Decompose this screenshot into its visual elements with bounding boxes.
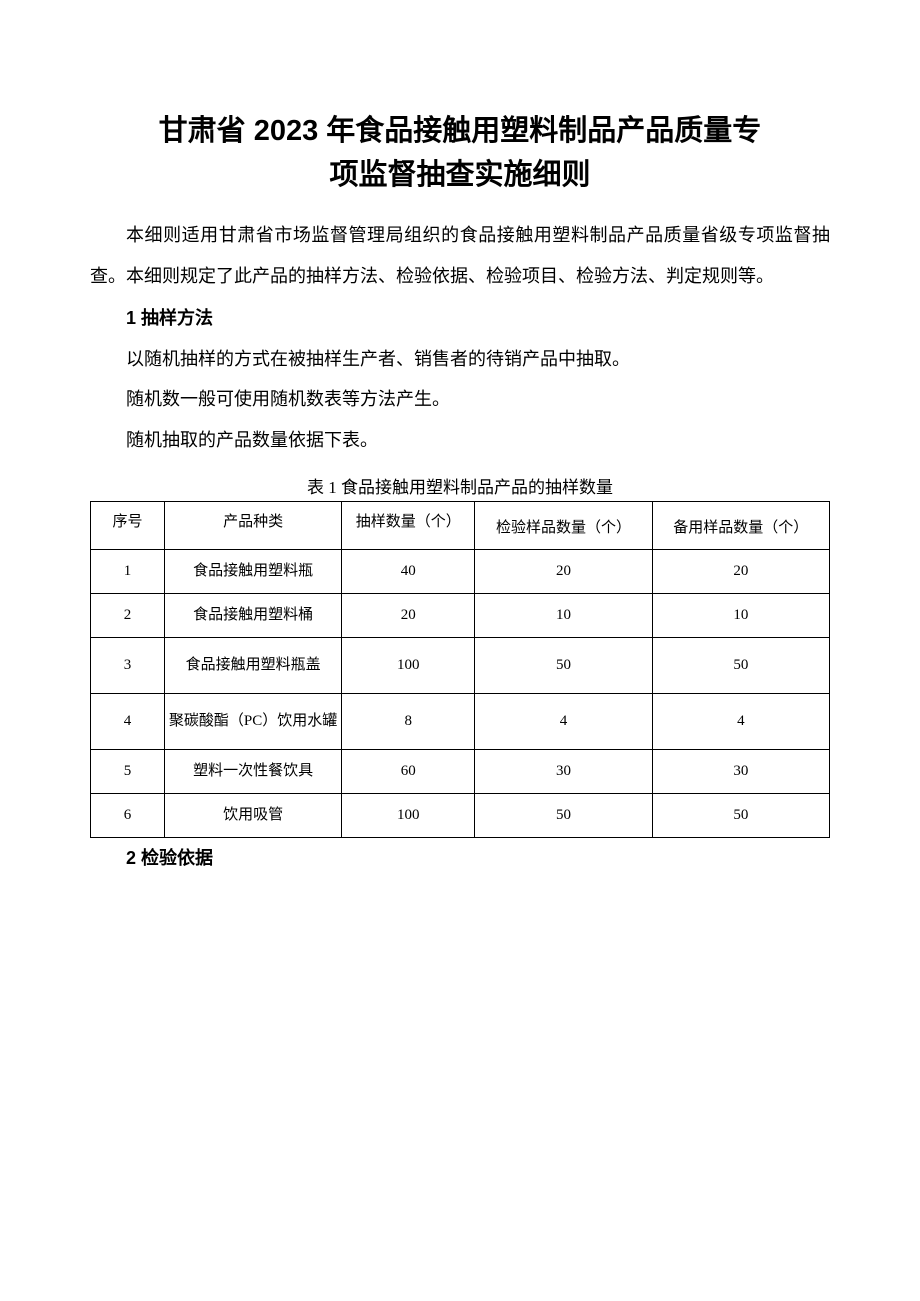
cell-spare-qty: 50 bbox=[652, 638, 829, 694]
cell-seq: 4 bbox=[91, 694, 165, 750]
cell-sample-qty: 8 bbox=[342, 694, 475, 750]
cell-test-qty: 20 bbox=[475, 550, 652, 594]
cell-sample-qty: 100 bbox=[342, 638, 475, 694]
col-header-5: 备用样品数量（个） bbox=[652, 502, 829, 550]
section-1-line-3: 随机抽取的产品数量依据下表。 bbox=[90, 420, 830, 461]
cell-test-qty: 50 bbox=[475, 794, 652, 838]
cell-product: 塑料一次性餐饮具 bbox=[164, 750, 341, 794]
title-line-1: 甘肃省 2023 年食品接触用塑料制品产品质量专 bbox=[90, 110, 830, 154]
cell-spare-qty: 10 bbox=[652, 594, 829, 638]
intro-paragraph: 本细则适用甘肃省市场监督管理局组织的食品接触用塑料制品产品质量省级专项监督抽查。… bbox=[90, 215, 830, 296]
cell-product: 食品接触用塑料桶 bbox=[164, 594, 341, 638]
cell-spare-qty: 4 bbox=[652, 694, 829, 750]
cell-product: 聚碳酸酯（PC）饮用水罐 bbox=[164, 694, 341, 750]
cell-spare-qty: 20 bbox=[652, 550, 829, 594]
cell-sample-qty: 40 bbox=[342, 550, 475, 594]
cell-product: 食品接触用塑料瓶盖 bbox=[164, 638, 341, 694]
col-header-4: 检验样品数量（个） bbox=[475, 502, 652, 550]
cell-sample-qty: 20 bbox=[342, 594, 475, 638]
table-row: 5 塑料一次性餐饮具 60 30 30 bbox=[91, 750, 830, 794]
cell-seq: 2 bbox=[91, 594, 165, 638]
cell-product: 饮用吸管 bbox=[164, 794, 341, 838]
cell-test-qty: 4 bbox=[475, 694, 652, 750]
cell-seq: 5 bbox=[91, 750, 165, 794]
cell-seq: 1 bbox=[91, 550, 165, 594]
cell-sample-qty: 60 bbox=[342, 750, 475, 794]
section-1-heading: 1 抽样方法 bbox=[90, 298, 830, 339]
cell-seq: 3 bbox=[91, 638, 165, 694]
cell-test-qty: 30 bbox=[475, 750, 652, 794]
cell-test-qty: 10 bbox=[475, 594, 652, 638]
page-title: 甘肃省 2023 年食品接触用塑料制品产品质量专 项监督抽查实施细则 bbox=[90, 110, 830, 197]
cell-spare-qty: 30 bbox=[652, 750, 829, 794]
table-1-caption: 表 1 食品接触用塑料制品产品的抽样数量 bbox=[90, 474, 830, 501]
section-1-line-2: 随机数一般可使用随机数表等方法产生。 bbox=[90, 379, 830, 420]
table-row: 1 食品接触用塑料瓶 40 20 20 bbox=[91, 550, 830, 594]
cell-seq: 6 bbox=[91, 794, 165, 838]
table-row: 2 食品接触用塑料桶 20 10 10 bbox=[91, 594, 830, 638]
cell-spare-qty: 50 bbox=[652, 794, 829, 838]
section-2-heading: 2 检验依据 bbox=[90, 838, 830, 879]
cell-product: 食品接触用塑料瓶 bbox=[164, 550, 341, 594]
table-row: 6 饮用吸管 100 50 50 bbox=[91, 794, 830, 838]
col-header-1: 序号 bbox=[91, 502, 165, 550]
cell-sample-qty: 100 bbox=[342, 794, 475, 838]
sampling-quantity-table: 序号 产品种类 抽样数量（个） 检验样品数量（个） 备用样品数量（个） 1 食品… bbox=[90, 501, 830, 838]
section-1-line-1: 以随机抽样的方式在被抽样生产者、销售者的待销产品中抽取。 bbox=[90, 339, 830, 380]
cell-test-qty: 50 bbox=[475, 638, 652, 694]
col-header-2: 产品种类 bbox=[164, 502, 341, 550]
title-line-2: 项监督抽查实施细则 bbox=[90, 154, 830, 198]
table-header-row: 序号 产品种类 抽样数量（个） 检验样品数量（个） 备用样品数量（个） bbox=[91, 502, 830, 550]
table-row: 4 聚碳酸酯（PC）饮用水罐 8 4 4 bbox=[91, 694, 830, 750]
col-header-3: 抽样数量（个） bbox=[342, 502, 475, 550]
table-row: 3 食品接触用塑料瓶盖 100 50 50 bbox=[91, 638, 830, 694]
